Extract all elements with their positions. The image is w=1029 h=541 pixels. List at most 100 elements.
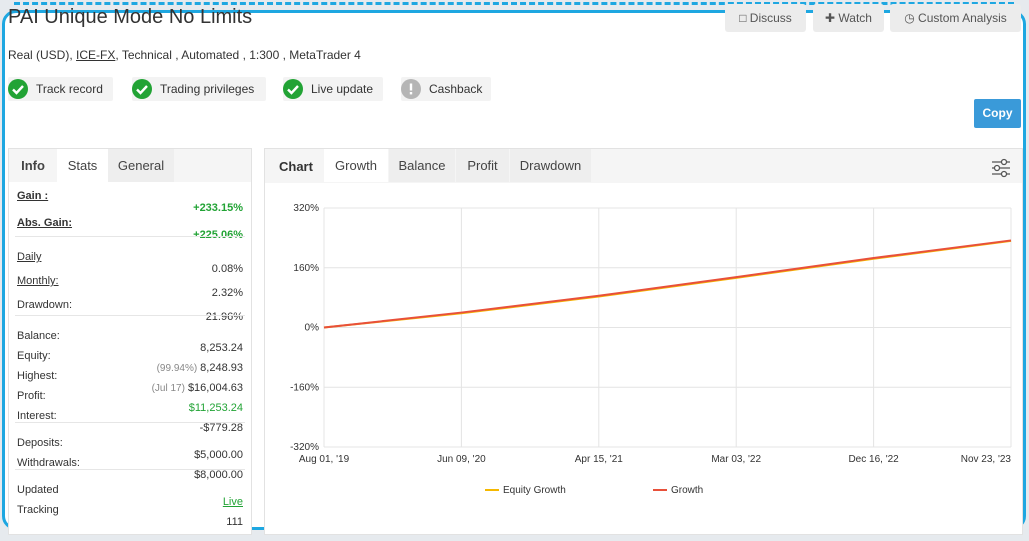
value: Live [222, 496, 243, 508]
label: Custom Analysis [918, 11, 1007, 25]
y-tick-label: 320% [293, 203, 319, 214]
label: Watch [838, 11, 872, 25]
legend-label: Equity Growth [503, 485, 566, 496]
x-tick-label: Aug 01, '19 [299, 454, 350, 465]
title: PAI Unique Mode No Limits [8, 6, 253, 28]
stat-row: Drawdown: 21.96% [17, 299, 243, 323]
chart-tab[interactable]: Profit [456, 149, 509, 182]
stat-note: (99.94%) [156, 363, 198, 374]
x-tick-label: Mar 03, '22 [711, 454, 761, 465]
x-tick-label: Jun 09, '20 [437, 454, 486, 465]
y-tick-label: 160% [293, 263, 319, 274]
stat-label: Interest: [17, 410, 57, 422]
stat-label: Highest: [17, 370, 58, 382]
stat-row: Updated Live [17, 484, 243, 508]
discuss-button[interactable]: □ Discuss [725, 4, 806, 32]
stat-row: Monthly: 2.32% [17, 275, 243, 299]
stat-value: -$779.28 [200, 422, 243, 434]
stat-row: Tracking 111 [17, 504, 243, 528]
chart-tab[interactable]: Balance [389, 149, 455, 182]
chart-label: Chart [279, 159, 313, 174]
y-tick-label: 0% [305, 323, 320, 334]
stat-label: Daily [17, 251, 42, 263]
stats-tab[interactable]: General [108, 149, 174, 182]
stat-value: (Jul 17) $16,004.63 [152, 382, 243, 394]
badge: Cashback [401, 77, 491, 101]
stat-row: Gain : +233.15% [17, 190, 243, 214]
stat-value: 21.96% [206, 311, 243, 323]
badge: Track record [8, 77, 113, 101]
value: 2.32% [211, 287, 243, 299]
subtitle: Real (USD), ICE-FX, Technical , Automate… [8, 48, 361, 62]
badge: Live update [283, 77, 383, 101]
stats-tab[interactable]: Info [9, 149, 57, 182]
stat-note: (Jul 17) [151, 383, 185, 394]
x-tick-label: Apr 15, '21 [575, 454, 623, 465]
stat-row: Interest: -$779.28 [17, 410, 243, 434]
separator [15, 315, 245, 316]
stat-row: Daily 0.08% [17, 251, 243, 275]
badge-icon [132, 79, 152, 99]
stat-label: Updated [17, 484, 59, 496]
stat-label: Balance: [17, 330, 60, 342]
stat-label: Tracking [17, 504, 59, 516]
y-tick-label: -160% [290, 382, 319, 393]
broker-link[interactable]: ICE-FX [76, 48, 116, 62]
chart-tab[interactable]: Drawdown [510, 149, 591, 182]
value: +233.15% [193, 202, 243, 214]
series-line [323, 239, 1012, 329]
stat-label: Drawdown: [17, 299, 73, 311]
stat-value: $8,000.00 [194, 469, 243, 481]
stat-row: Profit: $11,253.24 [17, 390, 243, 414]
stat-row: Balance: 8,253.24 [17, 330, 243, 354]
chart: -320% -160% 0% 160% 320% Aug 01, '19 Jun 09, '… [290, 203, 1012, 496]
badge: Trading privileges [132, 77, 266, 101]
x-tick-label: Dec 16, '22 [848, 454, 899, 465]
stat-label: Withdrawals: [17, 457, 80, 469]
stats-panel: Info Stats General Gain : +233.15% Abs. Gain:… [8, 148, 252, 535]
settings-icon[interactable] [991, 158, 1011, 178]
value: +225.06% [193, 229, 243, 241]
value: $16,004.63 [187, 382, 243, 394]
stat-value: +225.06% [193, 229, 243, 241]
stat-row: Equity: (99.94%) 8,248.93 [17, 350, 243, 374]
custom-analysis-button[interactable]: ◷ Custom Analysis [890, 4, 1021, 32]
value: -$779.28 [199, 422, 243, 434]
stat-value: 2.32% [212, 287, 243, 299]
stat-row: Deposits: $5,000.00 [17, 437, 243, 461]
stat-value: $11,253.24 [189, 402, 243, 414]
chart-tab[interactable]: Growth [324, 149, 388, 182]
stat-value: +233.15% [193, 202, 243, 214]
stat-value: 8,253.24 [200, 342, 243, 354]
value: 0.08% [211, 263, 243, 275]
stat-value: Live [223, 496, 243, 508]
separator [15, 236, 245, 237]
value: 21.96% [205, 311, 243, 323]
label: Discuss [749, 11, 792, 25]
stats-tab[interactable]: Stats [57, 149, 108, 182]
badge-icon [401, 79, 421, 99]
stat-value: (99.94%) 8,248.93 [157, 362, 243, 374]
copy-button[interactable]: Copy [974, 99, 1021, 128]
chart-panel: Chart -320% -160% 0% 160% 320% Aug 01, '19 Jun… [264, 148, 1023, 535]
y-tick-label: -320% [290, 442, 319, 453]
stat-value: $5,000.00 [194, 449, 243, 461]
separator [15, 422, 245, 423]
value: 111 [226, 516, 243, 528]
separator [15, 469, 245, 470]
badge-icon [283, 79, 303, 99]
stat-label: Profit: [17, 390, 46, 402]
stat-value: 0.08% [212, 263, 243, 275]
watch-button[interactable]: ✚ Watch [813, 4, 884, 32]
stat-label: Abs. Gain: [17, 217, 73, 229]
stat-value: 111 [226, 516, 243, 528]
value: $5,000.00 [194, 449, 243, 461]
stat-row: Withdrawals: $8,000.00 [17, 457, 243, 481]
subtitle-text: , Technical , Automated , 1:300 , MetaTr… [115, 48, 361, 62]
stat-label: Gain : [17, 190, 49, 202]
frame-dash [14, 2, 1014, 5]
stat-row: Abs. Gain: +225.06% [17, 217, 243, 241]
legend-label: Growth [671, 485, 703, 496]
stat-label: Monthly: [17, 275, 59, 287]
value: $11,253.24 [188, 402, 243, 414]
